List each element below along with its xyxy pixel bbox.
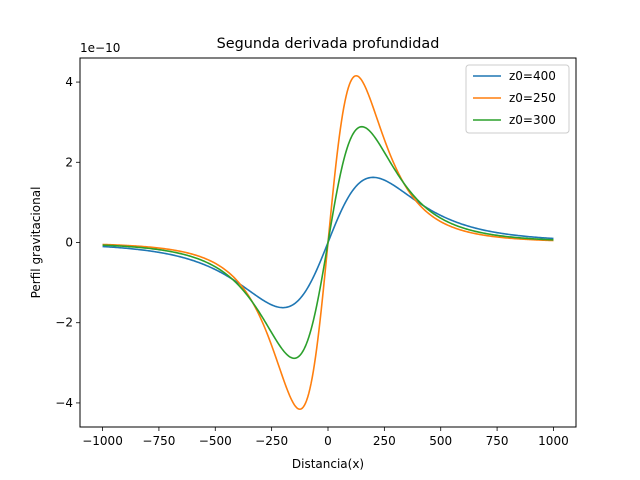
y-tick-label: −4: [55, 396, 73, 410]
legend-label: z0=400: [509, 69, 556, 83]
chart-title: Segunda derivada profundidad: [217, 36, 440, 52]
series-layer: [102, 74, 554, 411]
y-axis: −4 −2 0 2 4: [55, 75, 80, 410]
x-tick-label: 250: [373, 434, 396, 448]
x-tick-label: −750: [142, 434, 175, 448]
y-offset-label: 1e−10: [80, 41, 120, 55]
y-tick-label: −2: [55, 316, 73, 330]
legend-label: z0=250: [509, 91, 556, 105]
x-tick-label: −250: [255, 434, 288, 448]
series-line-z0=300: [102, 125, 554, 360]
x-axis-label: Distancia(x): [292, 457, 364, 471]
y-axis-label: Perfil gravitacional: [29, 187, 43, 299]
legend: z0=400 z0=250 z0=300: [465, 64, 570, 134]
x-tick-label: 1000: [538, 434, 569, 448]
x-axis: −1000 −750 −500 −250 0 250 500 750 1000: [82, 427, 569, 448]
x-tick-label: 750: [486, 434, 509, 448]
x-tick-label: −500: [199, 434, 232, 448]
x-tick-label: −1000: [82, 434, 123, 448]
x-tick-label: 500: [429, 434, 452, 448]
y-tick-label: 0: [65, 236, 73, 250]
y-tick-label: 4: [65, 75, 73, 89]
x-tick-label: 0: [324, 434, 332, 448]
legend-label: z0=300: [509, 113, 556, 127]
legend-box: [465, 64, 570, 134]
y-tick-label: 2: [65, 155, 73, 169]
